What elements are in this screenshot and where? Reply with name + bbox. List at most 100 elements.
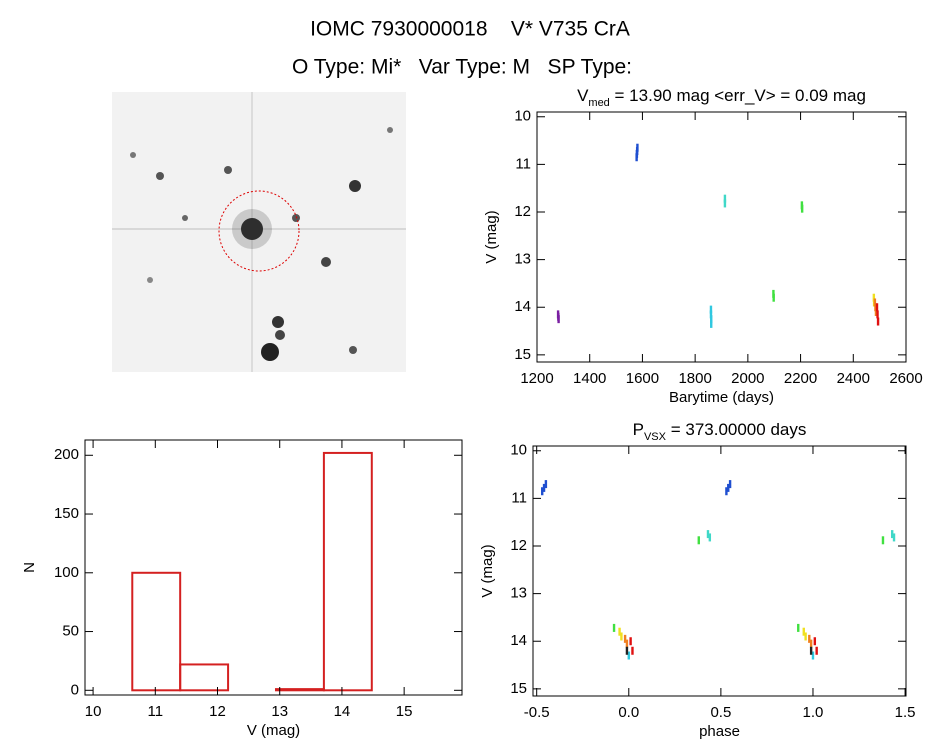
y-axis-label: V (mag): [483, 210, 500, 263]
data-point: [708, 533, 712, 542]
data-point: [709, 310, 713, 319]
data-point: [631, 646, 634, 655]
y-tick-label: 12: [514, 203, 531, 220]
x-tick-label: 10: [85, 703, 102, 720]
star: [224, 166, 232, 174]
x-tick-label: 11: [148, 703, 164, 720]
data-point: [625, 646, 629, 655]
data-point: [706, 530, 710, 539]
x-tick-label: 1200: [520, 370, 553, 387]
plot-frame: [84, 439, 463, 696]
star: [182, 215, 188, 221]
title-main: P: [633, 420, 644, 439]
data-point: [802, 627, 805, 636]
data-point: [800, 204, 804, 213]
star: [272, 316, 284, 328]
x-axis-label: phase: [699, 723, 740, 740]
x-axis-label: Barytime (days): [669, 389, 774, 406]
x-tick-label: 1600: [626, 370, 659, 387]
data-point: [874, 303, 877, 312]
chart-title: Vmed = 13.90 mag <err_V> = 0.09 mag: [577, 86, 866, 108]
header-subtitle: O Type: Mi* Var Type: M SP Type:: [292, 56, 632, 79]
y-tick-label: 11: [511, 489, 527, 506]
x-tick-label: 15: [396, 703, 413, 720]
y-tick-label: 12: [510, 537, 527, 554]
data-point: [876, 317, 880, 326]
star: [387, 127, 393, 133]
x-tick-label: 12: [209, 703, 226, 720]
star: [156, 172, 164, 180]
plot-frame: [536, 111, 907, 363]
title-sub: VSX: [644, 431, 667, 443]
title-rest: = 13.90 mag <err_V> = 0.09 mag: [610, 86, 866, 105]
data-point: [772, 293, 775, 302]
x-tick-label: 1.5: [895, 704, 916, 721]
data-point: [811, 651, 815, 660]
y-tick-label: 150: [54, 505, 79, 522]
x-tick-label: 2200: [784, 370, 817, 387]
y-axis-label: N: [21, 562, 38, 573]
data-point: [874, 308, 878, 316]
data-point: [629, 637, 632, 646]
x-tick-label: 1800: [678, 370, 711, 387]
data-point: [710, 319, 713, 328]
title-main: V: [577, 86, 589, 105]
y-tick-label: 10: [514, 108, 531, 125]
plot-frame: [532, 445, 907, 697]
x-tick-label: 1.0: [803, 704, 824, 721]
data-point: [544, 480, 548, 489]
data-point: [636, 143, 639, 152]
x-tick-label: 14: [334, 703, 351, 720]
x-tick-label: 1400: [573, 370, 606, 387]
y-tick-label: 15: [514, 346, 531, 363]
data-point: [813, 637, 817, 646]
y-tick-label: 10: [510, 442, 527, 459]
data-point: [881, 536, 885, 545]
x-tick-label: 0.0: [618, 704, 639, 721]
data-point: [809, 639, 813, 648]
data-point: [809, 646, 813, 655]
y-axis-label: V (mag): [479, 544, 496, 597]
histogram-bar: [131, 571, 182, 692]
x-tick-label: 2400: [837, 370, 870, 387]
star: [349, 180, 361, 192]
x-axis-label: V (mag): [247, 722, 300, 739]
y-tick-label: 50: [62, 623, 79, 640]
data-point: [728, 480, 732, 489]
star: [321, 257, 331, 267]
data-point: [815, 646, 818, 655]
data-point: [623, 634, 627, 643]
data-point: [723, 194, 727, 203]
data-point: [727, 483, 730, 492]
star: [130, 152, 136, 158]
x-tick-label: -0.5: [524, 704, 550, 721]
y-tick-label: 14: [514, 298, 531, 315]
x-tick-label: 2600: [889, 370, 922, 387]
data-point: [620, 632, 623, 641]
header-title: IOMC 7930000018 V* V735 CrA: [310, 18, 630, 41]
data-point: [808, 634, 811, 643]
histogram-bar: [179, 663, 230, 692]
star: [261, 343, 279, 361]
y-tick-label: 13: [514, 251, 531, 268]
data-point: [797, 623, 800, 632]
y-tick-label: 0: [71, 681, 79, 698]
target-halo: [232, 209, 272, 249]
target-circle: [218, 190, 300, 272]
histogram-bar: [322, 451, 373, 692]
sky-image: [112, 92, 406, 372]
y-tick-label: 11: [515, 155, 531, 172]
data-point: [876, 310, 879, 319]
data-point: [725, 487, 728, 496]
y-tick-label: 13: [510, 585, 527, 602]
x-tick-label: 13: [271, 703, 288, 720]
data-point: [618, 627, 621, 636]
histogram-bar: [274, 688, 325, 692]
data-point: [890, 530, 894, 539]
data-point: [804, 632, 807, 641]
target-star: [241, 218, 263, 240]
data-point: [723, 199, 727, 208]
y-tick-label: 14: [510, 632, 527, 649]
data-point: [709, 305, 713, 314]
